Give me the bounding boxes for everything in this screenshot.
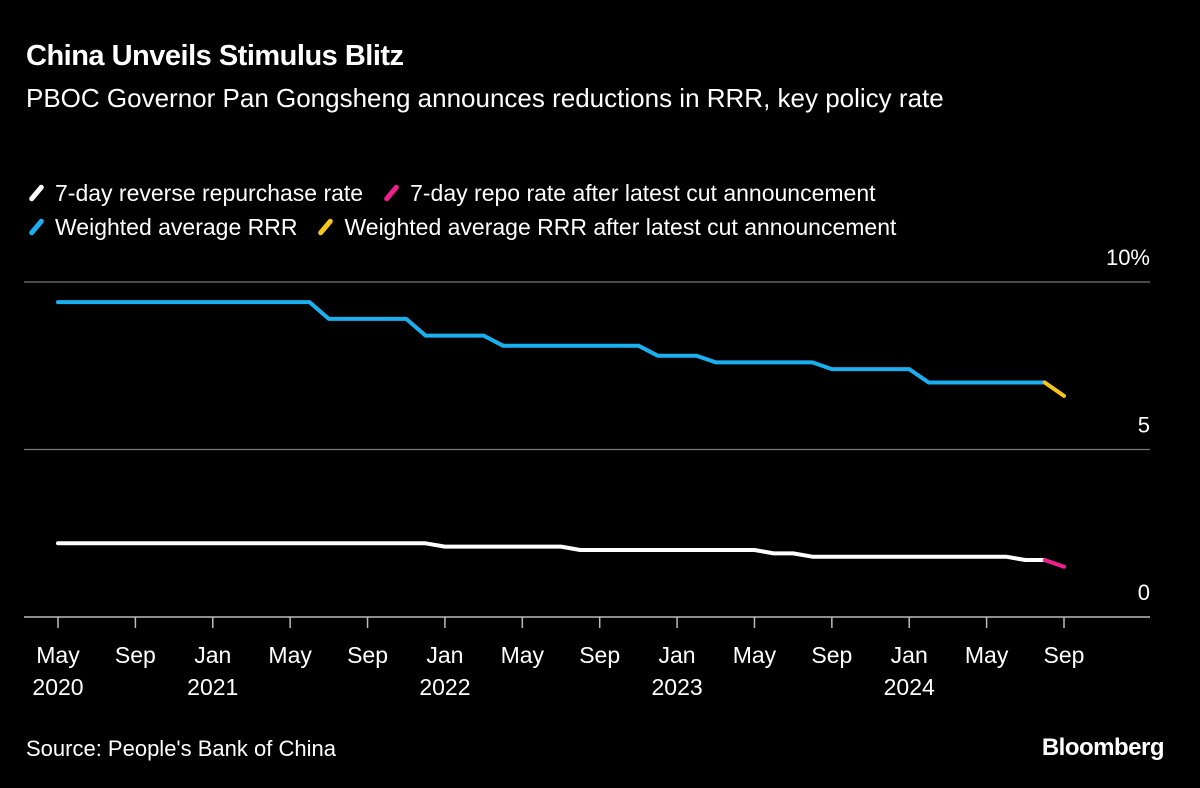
x-tick-label-month: May bbox=[268, 642, 312, 668]
y-tick-label: 0 bbox=[1138, 580, 1150, 605]
legend-item-rrr: Weighted average RRR bbox=[28, 210, 298, 244]
x-tick-label-month: Jan bbox=[891, 642, 928, 668]
legend-label: Weighted average RRR after latest cut an… bbox=[344, 214, 897, 240]
legend-label: 7-day repo rate after latest cut announc… bbox=[410, 180, 876, 206]
legend-label: Weighted average RRR bbox=[55, 214, 298, 240]
legend-item-repo-after-cut: 7-day repo rate after latest cut announc… bbox=[383, 176, 876, 210]
x-tick-label-year: 2020 bbox=[32, 674, 83, 700]
series-line-2 bbox=[56, 300, 1047, 385]
y-tick-label: 10% bbox=[1106, 245, 1150, 270]
x-tick-label-year: 2022 bbox=[419, 674, 470, 700]
x-tick-label-year: 2021 bbox=[187, 674, 238, 700]
chart-title: China Unveils Stimulus Blitz bbox=[26, 40, 404, 72]
bloomberg-logo: Bloomberg bbox=[1041, 734, 1165, 761]
x-tick-label-month: May bbox=[965, 642, 1009, 668]
legend: 7-day reverse repurchase rate 7-day repo… bbox=[28, 176, 918, 244]
series-line-0 bbox=[56, 541, 1047, 562]
x-tick-label-month: Jan bbox=[659, 642, 696, 668]
legend-item-reverse-repo: 7-day reverse repurchase rate bbox=[28, 176, 364, 210]
source-note: Source: People's Bank of China bbox=[26, 736, 336, 761]
series-line-1 bbox=[1042, 558, 1066, 569]
x-tick-label-month: May bbox=[36, 642, 80, 668]
x-tick-label-year: 2024 bbox=[884, 674, 935, 700]
x-tick-label-month: Sep bbox=[811, 642, 852, 668]
legend-item-rrr-after-cut: Weighted average RRR after latest cut an… bbox=[317, 210, 897, 244]
chart-subtitle: PBOC Governor Pan Gongsheng announces re… bbox=[26, 83, 944, 113]
x-tick-label-month: Sep bbox=[579, 642, 620, 668]
x-tick-label-month: Jan bbox=[194, 642, 231, 668]
x-tick-label-month: May bbox=[501, 642, 545, 668]
legend-label: 7-day reverse repurchase rate bbox=[55, 180, 364, 206]
x-tick-label-month: Sep bbox=[347, 642, 388, 668]
x-tick-label-month: Sep bbox=[115, 642, 156, 668]
x-tick-label-month: Sep bbox=[1044, 642, 1085, 668]
x-tick-label-year: 2023 bbox=[651, 674, 702, 700]
x-tick-label-month: May bbox=[733, 642, 777, 668]
x-tick-label-month: Jan bbox=[426, 642, 463, 668]
y-tick-label: 5 bbox=[1138, 413, 1150, 438]
series-line-3 bbox=[1042, 380, 1066, 398]
